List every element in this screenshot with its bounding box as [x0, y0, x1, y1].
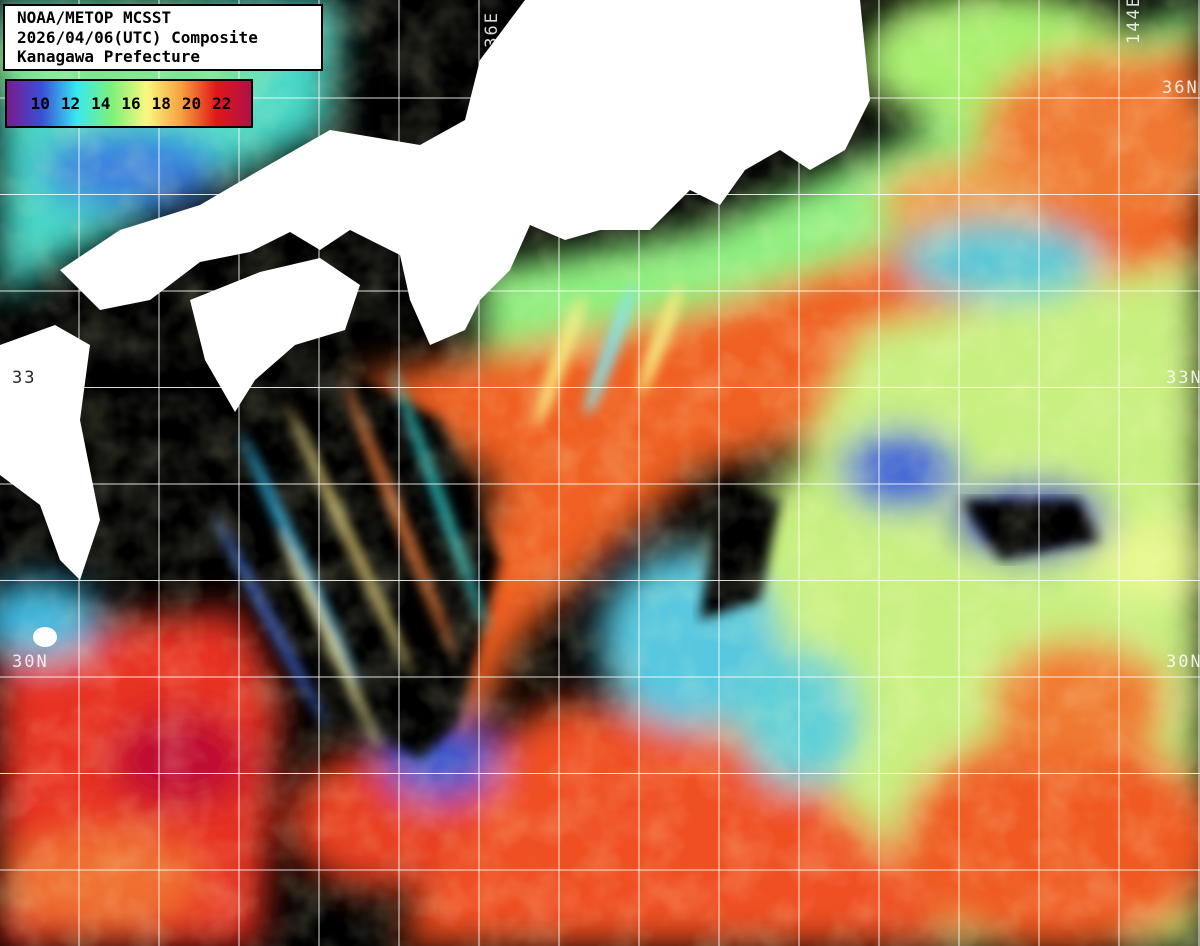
lon-label-136e: 136E — [482, 11, 502, 60]
lat-label-33n-left: 33 — [12, 368, 37, 388]
colorbar-label: 22 — [212, 94, 232, 113]
shikoku — [190, 258, 360, 412]
colorbar-label: 16 — [121, 94, 141, 113]
colorbar-label: 10 — [30, 94, 50, 113]
izu-island — [545, 195, 560, 220]
kii-peninsula — [400, 232, 440, 290]
colorbar-label: 18 — [151, 94, 171, 113]
land — [0, 0, 870, 647]
kyushu — [0, 325, 100, 580]
lat-label-33n: 33N — [1166, 368, 1200, 388]
lat-label-36n: 36N — [1162, 78, 1199, 98]
colorbar-label: 14 — [91, 94, 111, 113]
island — [33, 627, 57, 647]
lat-label-30n: 30N — [1166, 652, 1200, 672]
temperature-colorbar: 10 12 14 16 18 20 22 — [5, 79, 253, 128]
title-line-region: Kanagawa Prefecture — [17, 47, 201, 66]
honshu — [60, 0, 870, 345]
title-box: NOAA/METOP MCSST 2026/04/06(UTC) Composi… — [3, 4, 323, 71]
colorbar-label: 12 — [60, 94, 81, 113]
lat-label-30n-left: 30N — [12, 652, 49, 672]
colorbar-label: 20 — [181, 94, 202, 113]
title-line-date: 2026/04/06(UTC) Composite — [17, 27, 258, 47]
lon-label-144e: 144E — [1124, 0, 1144, 44]
title-line-satellite: NOAA/METOP MCSST — [17, 8, 172, 27]
